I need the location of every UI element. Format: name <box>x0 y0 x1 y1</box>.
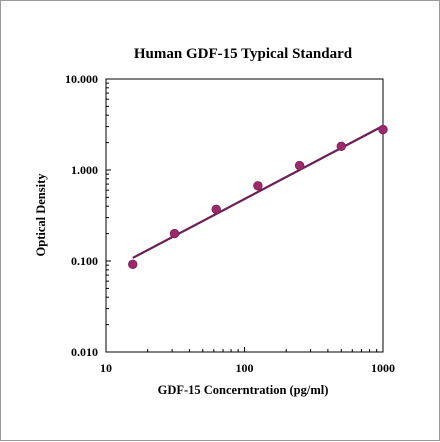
x-tick-label: 100 <box>236 361 254 375</box>
data-points <box>128 124 388 269</box>
x-tick-label: 1000 <box>371 361 395 375</box>
y-tick-label: 0.010 <box>71 345 98 359</box>
y-tick-label: 1.000 <box>71 163 98 177</box>
data-point <box>169 228 180 239</box>
y-axis-label: Optical Density <box>34 173 48 257</box>
data-point <box>253 181 263 191</box>
plot-area <box>105 78 384 353</box>
data-point <box>128 259 138 269</box>
data-point <box>294 160 305 171</box>
y-tick-label: 0.100 <box>71 254 98 268</box>
chart-title: Human GDF-15 Typical Standard <box>134 46 353 62</box>
y-tick-label: 10.000 <box>65 72 98 86</box>
data-point <box>211 204 221 214</box>
x-tick-label: 10 <box>100 361 112 375</box>
x-axis-label: GDF-15 Concerntration (pg/ml) <box>158 383 329 397</box>
x-axis: 10 100 1000 <box>100 347 395 375</box>
data-point <box>378 124 388 135</box>
data-point <box>336 141 347 152</box>
y-axis: 0.010 0.100 1.000 10.000 <box>65 72 111 359</box>
